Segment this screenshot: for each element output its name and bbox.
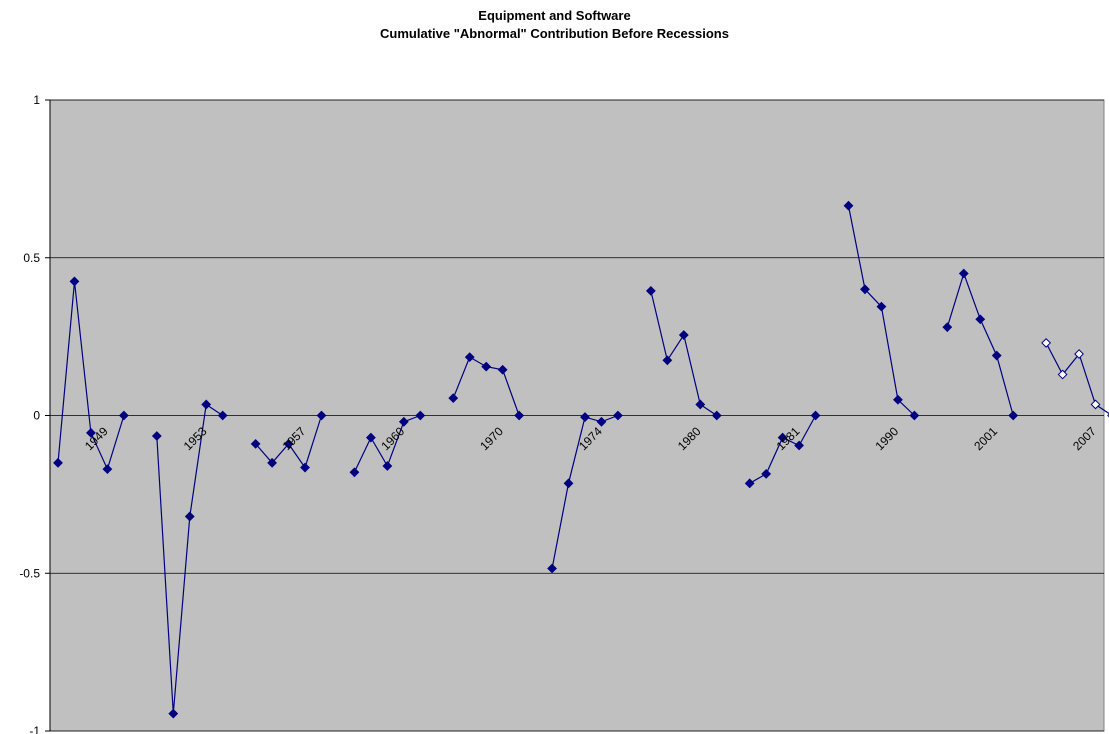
data-point <box>810 410 821 421</box>
data-point <box>1057 369 1068 380</box>
chart-title: Equipment and Software <box>478 8 631 23</box>
data-point <box>365 432 376 443</box>
data-point <box>958 268 969 279</box>
data-point <box>711 410 722 421</box>
data-point <box>580 412 590 422</box>
data-point <box>168 708 179 719</box>
data-point <box>1074 349 1084 359</box>
data-point <box>53 457 63 468</box>
y-tick-label: -1 <box>29 724 40 734</box>
data-point <box>744 478 755 489</box>
data-point <box>316 410 327 421</box>
data-point <box>497 364 508 375</box>
data-point <box>596 416 607 427</box>
data-point <box>547 563 557 574</box>
data-point <box>300 462 310 473</box>
data-point <box>876 301 887 312</box>
chart-subtitle: Cumulative "Abnormal" Contribution Befor… <box>380 26 729 41</box>
data-point <box>151 431 162 441</box>
data-point <box>777 432 788 443</box>
data-point <box>860 284 870 295</box>
data-point <box>892 394 903 405</box>
data-point <box>415 410 426 421</box>
data-point <box>283 438 294 449</box>
data-point <box>382 461 393 471</box>
data-point <box>613 410 623 421</box>
data-point <box>975 314 986 325</box>
data-point <box>695 399 706 410</box>
data-point <box>514 410 525 421</box>
y-tick-label: 1 <box>33 93 40 107</box>
y-tick-label: 0.5 <box>23 251 40 265</box>
data-point <box>201 399 212 410</box>
data-point <box>118 410 129 421</box>
data-point <box>69 276 80 287</box>
data-point <box>184 511 195 522</box>
data-point <box>398 416 409 427</box>
data-point <box>991 350 1002 361</box>
data-point <box>102 464 113 475</box>
data-point <box>678 330 689 340</box>
data-point <box>267 457 278 468</box>
data-point <box>86 427 96 438</box>
data-point <box>481 361 492 372</box>
data-point <box>250 438 261 449</box>
data-point <box>794 440 805 451</box>
data-point <box>843 200 854 211</box>
y-tick-label: -0.5 <box>19 566 40 580</box>
data-point <box>942 322 953 333</box>
data-point <box>448 393 459 404</box>
data-point <box>909 410 920 421</box>
y-tick-label: 0 <box>33 409 40 423</box>
data-point <box>1008 410 1019 421</box>
data-point <box>464 352 475 363</box>
data-point <box>349 467 360 478</box>
data-point <box>761 468 772 479</box>
data-point <box>1041 338 1052 348</box>
data-point <box>217 410 228 421</box>
data-point <box>645 285 656 296</box>
data-point <box>662 355 673 366</box>
data-point <box>1090 399 1101 410</box>
data-point <box>563 478 574 489</box>
